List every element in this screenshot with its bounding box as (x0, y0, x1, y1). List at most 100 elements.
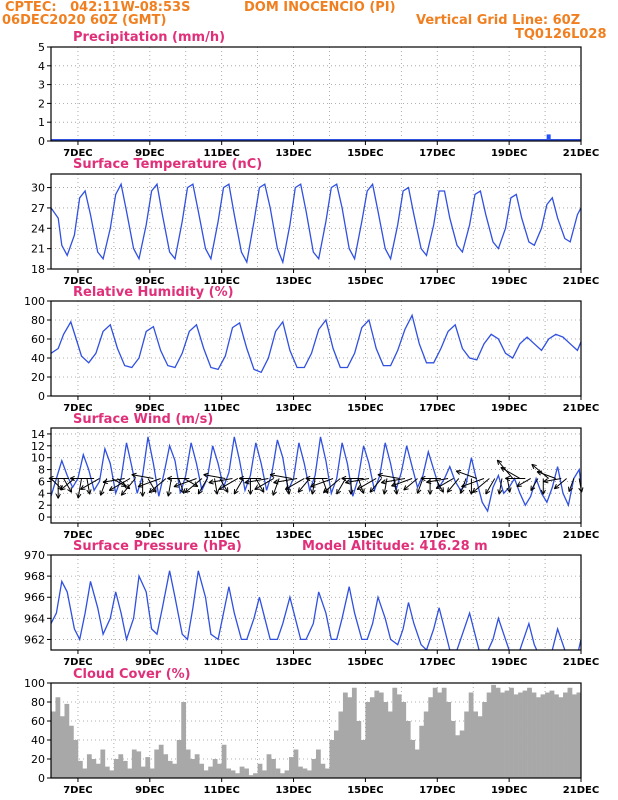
wind-vector (554, 478, 567, 490)
wind-vector-head (461, 482, 466, 488)
cloud-bar (181, 702, 187, 778)
cloud-bar (145, 757, 151, 778)
y-tick-label: 80 (31, 696, 45, 709)
wind-vector (568, 478, 575, 492)
y-tick-label: 60 (31, 333, 45, 346)
wind-vector-head (461, 486, 467, 488)
cloud-bar (549, 690, 555, 778)
cloud-bar (410, 740, 416, 778)
cloud-bar (257, 763, 263, 778)
wind-vector-head (173, 482, 178, 488)
wind-vector (183, 478, 199, 487)
cloud-bar (513, 694, 519, 778)
wind-vector-head (429, 489, 433, 495)
x-tick-label: 21DEC (563, 403, 599, 414)
wind-vector-head (244, 482, 250, 485)
panel-frame (50, 427, 582, 524)
wind-vector-head (55, 493, 59, 499)
cloud-bar (500, 692, 505, 778)
cloud-bar (230, 770, 236, 778)
cloud-bar (567, 687, 573, 778)
wind-vector-head (505, 475, 511, 479)
wind-vector-head (554, 487, 560, 490)
y-tick-label: 30 (31, 182, 45, 195)
wind-vector-head (297, 487, 300, 493)
cloud-bar (266, 754, 272, 778)
y-tick-label: 2 (38, 499, 45, 512)
series-line (51, 313, 581, 374)
cloud-bar (522, 690, 528, 778)
cloud-bar (423, 711, 429, 778)
wind-vector-head (121, 492, 127, 496)
cloud-bar (576, 692, 582, 778)
wind-vector (269, 474, 292, 479)
wind-vector-head (297, 489, 303, 493)
cloud-bar (203, 770, 209, 778)
wind-vector-head (363, 488, 365, 494)
cloud-bar (185, 749, 191, 778)
x-tick-label: 17DEC (419, 530, 455, 541)
wind-vector-head (472, 490, 478, 494)
x-tick-label: 19DEC (491, 276, 527, 287)
cloud-bar (365, 702, 371, 778)
cloud-bar (51, 711, 56, 778)
x-tick-label: 11DEC (203, 403, 239, 414)
x-tick-label: 9DEC (135, 148, 164, 159)
x-tick-label: 19DEC (491, 657, 527, 668)
wind-vector (297, 478, 311, 493)
x-tick-label: 17DEC (419, 785, 455, 796)
panel-2: 18 21 24 27 30 7DEC 9DEC 11DEC 13DEC 15DEC 17DEC 19… (31, 157, 599, 287)
x-tick-label: 19DEC (491, 403, 527, 414)
wind-vector-head (498, 489, 503, 495)
cloud-bar (149, 768, 155, 778)
wind-vector (244, 477, 269, 484)
wind-vector-head (269, 472, 276, 476)
cloud-bar (158, 744, 164, 778)
wind-vector-head (581, 487, 584, 493)
cloud-bar (275, 768, 281, 778)
y-tick-label: 14 (31, 428, 45, 441)
x-tick-label: 13DEC (275, 276, 311, 287)
wind-vector-head (310, 482, 315, 488)
wind-vector (345, 477, 370, 484)
wind-vector (336, 478, 347, 495)
wind-vector-head (284, 485, 289, 490)
cloud-bar (239, 766, 245, 778)
wind-vector-head (416, 488, 418, 494)
panel-3: 0 20 40 60 80 100 7DEC 9DEC 11DEC 13DEC 15DEC 17DEC… (24, 285, 599, 414)
x-tick-label: 9DEC (135, 403, 164, 414)
y-tick-label: 10 (31, 452, 45, 465)
wind-vector-head (369, 489, 375, 493)
x-tick-label: 21DEC (563, 785, 599, 796)
y-tick-label: 964 (24, 612, 45, 625)
wind-vector (377, 474, 400, 479)
wind-vector (530, 478, 539, 491)
series-line (51, 182, 581, 265)
cloud-bar (329, 740, 335, 778)
cloud-bar (127, 768, 133, 778)
wind-vector-head (391, 485, 397, 487)
wind-vector-head (542, 489, 546, 495)
wind-vector-head (131, 472, 137, 476)
x-tick-label: 19DEC (491, 530, 527, 541)
wind-vector (472, 478, 490, 493)
wind-vector-head (537, 470, 543, 473)
wind-vector (131, 474, 154, 479)
x-tick-label: 11DEC (203, 657, 239, 668)
x-tick-label: 17DEC (419, 276, 455, 287)
wind-vector-head (323, 490, 329, 494)
cloud-bar (194, 754, 200, 778)
y-tick-label: 24 (31, 222, 45, 235)
x-tick-label: 13DEC (275, 403, 311, 414)
cloud-bar (172, 763, 178, 778)
x-tick-label: 17DEC (419, 657, 455, 668)
header-station: DOM INOCENCIO (PI) (244, 0, 396, 15)
cloud-bar (91, 759, 97, 778)
header-run: 06DEC2020 60Z (GMT) (2, 13, 167, 28)
wind-vector (536, 471, 557, 479)
cloud-bar (109, 770, 115, 778)
cloud-bar (333, 730, 339, 778)
wind-vector-head (167, 478, 173, 482)
wind-vector-head (273, 482, 279, 485)
x-tick-label: 11DEC (203, 785, 239, 796)
